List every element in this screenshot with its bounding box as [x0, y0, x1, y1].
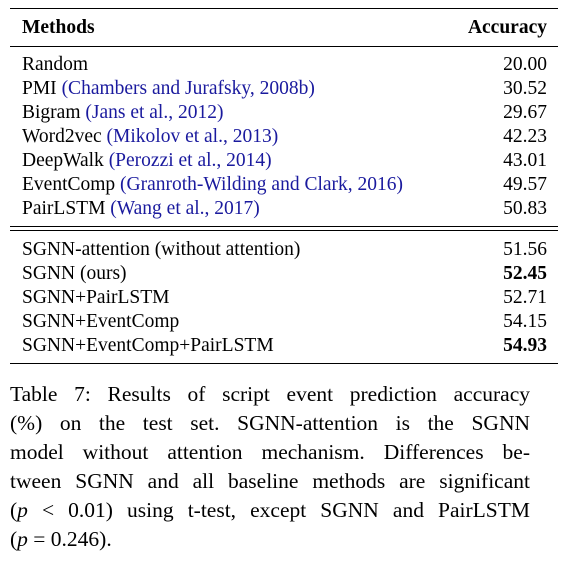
citation-link[interactable]: (Wang et al., 2017) [110, 198, 260, 219]
table-row: SGNN+PairLSTM 52.71 [10, 286, 558, 310]
accuracy-value: 29.67 [503, 102, 547, 123]
citation-link[interactable]: (Perozzi et al., 2014) [108, 150, 272, 171]
accuracy-value: 51.56 [503, 239, 547, 260]
method-name: EventComp [22, 174, 116, 195]
results-table: Methods Accuracy Random 20.00 PMI (Chamb… [10, 8, 558, 364]
caption-line: tween SGNN and all baseline methods are … [10, 469, 530, 493]
accuracy-value: 43.01 [503, 150, 547, 171]
top-rule [10, 8, 558, 9]
method-name: SGNN-attention (without attention) [22, 239, 301, 260]
table-row: DeepWalk (Perozzi et al., 2014) 43.01 [10, 149, 558, 173]
method-name: SGNN (ours) [22, 263, 127, 284]
accuracy-value-best: 52.45 [503, 263, 547, 284]
accuracy-value: 20.00 [503, 54, 547, 75]
table-row: SGNN+EventComp+PairLSTM 54.93 [10, 334, 558, 358]
group-rule-lower [10, 230, 558, 231]
citation-link[interactable]: (Jans et al., 2012) [85, 102, 224, 123]
table-row: Random 20.00 [10, 53, 558, 77]
table-caption: Table 7: Results of script event predict… [10, 380, 530, 554]
accuracy-value: 42.23 [503, 126, 547, 147]
method-name: Random [22, 54, 89, 75]
method-name: SGNN+PairLSTM [22, 287, 170, 308]
header-methods: Methods [22, 17, 95, 38]
header-rule [10, 46, 558, 47]
table-row: PairLSTM (Wang et al., 2017) 50.83 [10, 197, 558, 221]
caption-line: (p = 0.246). [10, 527, 112, 551]
group-rule-upper [10, 226, 558, 227]
citation-link[interactable]: (Chambers and Jurafsky, 2008b) [61, 78, 315, 99]
accuracy-value: 49.57 [503, 174, 547, 195]
method-name: PairLSTM [22, 198, 106, 219]
caption-line: (p < 0.01) using t-test, except SGNN and… [10, 498, 530, 522]
method-name: SGNN+EventComp [22, 311, 180, 332]
table-row: Word2vec (Mikolov et al., 2013) 42.23 [10, 125, 558, 149]
accuracy-value: 30.52 [503, 78, 547, 99]
caption-line: (%) on the test set. SGNN-attention is t… [10, 411, 530, 435]
caption-line: Table 7: Results of script event predict… [10, 382, 530, 406]
method-name: SGNN+EventComp+PairLSTM [22, 335, 274, 356]
method-name: DeepWalk [22, 150, 104, 171]
table-header: Methods Accuracy [10, 9, 558, 46]
header-accuracy: Accuracy [467, 17, 547, 38]
table-row: PMI (Chambers and Jurafsky, 2008b) 30.52 [10, 77, 558, 101]
table-row: EventComp (Granroth-Wilding and Clark, 2… [10, 173, 558, 197]
method-name: Word2vec [22, 126, 102, 147]
caption-line: model without attention mechanism. Diffe… [10, 440, 530, 464]
citation-link[interactable]: (Granroth-Wilding and Clark, 2016) [120, 174, 404, 195]
accuracy-value: 54.15 [503, 311, 547, 332]
bottom-rule [10, 363, 558, 364]
table-row: SGNN (ours) 52.45 [10, 262, 558, 286]
baselines-group: Random 20.00 PMI (Chambers and Jurafsky,… [10, 47, 558, 226]
table-row: SGNN-attention (without attention) 51.56 [10, 238, 558, 262]
method-name: PMI [22, 78, 57, 99]
accuracy-value: 50.83 [503, 198, 547, 219]
accuracy-value: 52.71 [503, 287, 547, 308]
accuracy-value-best: 54.93 [503, 335, 547, 356]
ours-group: SGNN-attention (without attention) 51.56… [10, 231, 558, 363]
table-row: SGNN+EventComp 54.15 [10, 310, 558, 334]
table-row: Bigram (Jans et al., 2012) 29.67 [10, 101, 558, 125]
method-name: Bigram [22, 102, 81, 123]
citation-link[interactable]: (Mikolov et al., 2013) [106, 126, 279, 147]
